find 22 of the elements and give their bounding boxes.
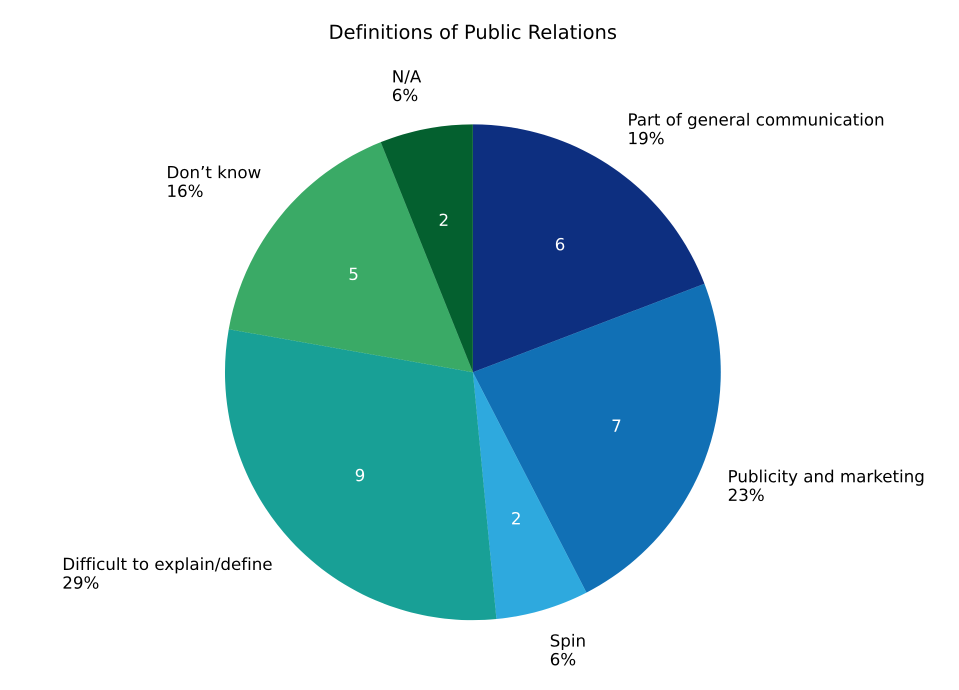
data-label: 29% <box>64 576 98 589</box>
text: 5 <box>350 268 358 280</box>
data-label: 19% <box>629 132 664 144</box>
pie-slice <box>380 124 473 372</box>
slice-label: Publicity and marketing <box>729 470 924 486</box>
slice-label: Don’t know <box>168 166 261 178</box>
data-label: 6% <box>392 88 418 102</box>
slice-label: Difficult to explain/define <box>64 557 272 574</box>
chart-title: Definitions of Public Relations <box>330 24 616 40</box>
pie-slice <box>472 372 586 620</box>
data-label: 16% <box>168 184 203 198</box>
text: 7 <box>612 420 620 432</box>
text: 2 <box>512 512 520 524</box>
slice-label: Part of general communication <box>629 112 884 129</box>
text: 6 <box>556 238 564 250</box>
data-label: 6% <box>550 652 576 666</box>
text: 2 <box>440 214 448 226</box>
slice-label: Spin <box>550 634 585 650</box>
data-label: 23% <box>728 488 764 502</box>
pie-slice <box>472 284 721 593</box>
slice-label: N/A <box>393 70 422 84</box>
text: 9 <box>356 468 364 482</box>
